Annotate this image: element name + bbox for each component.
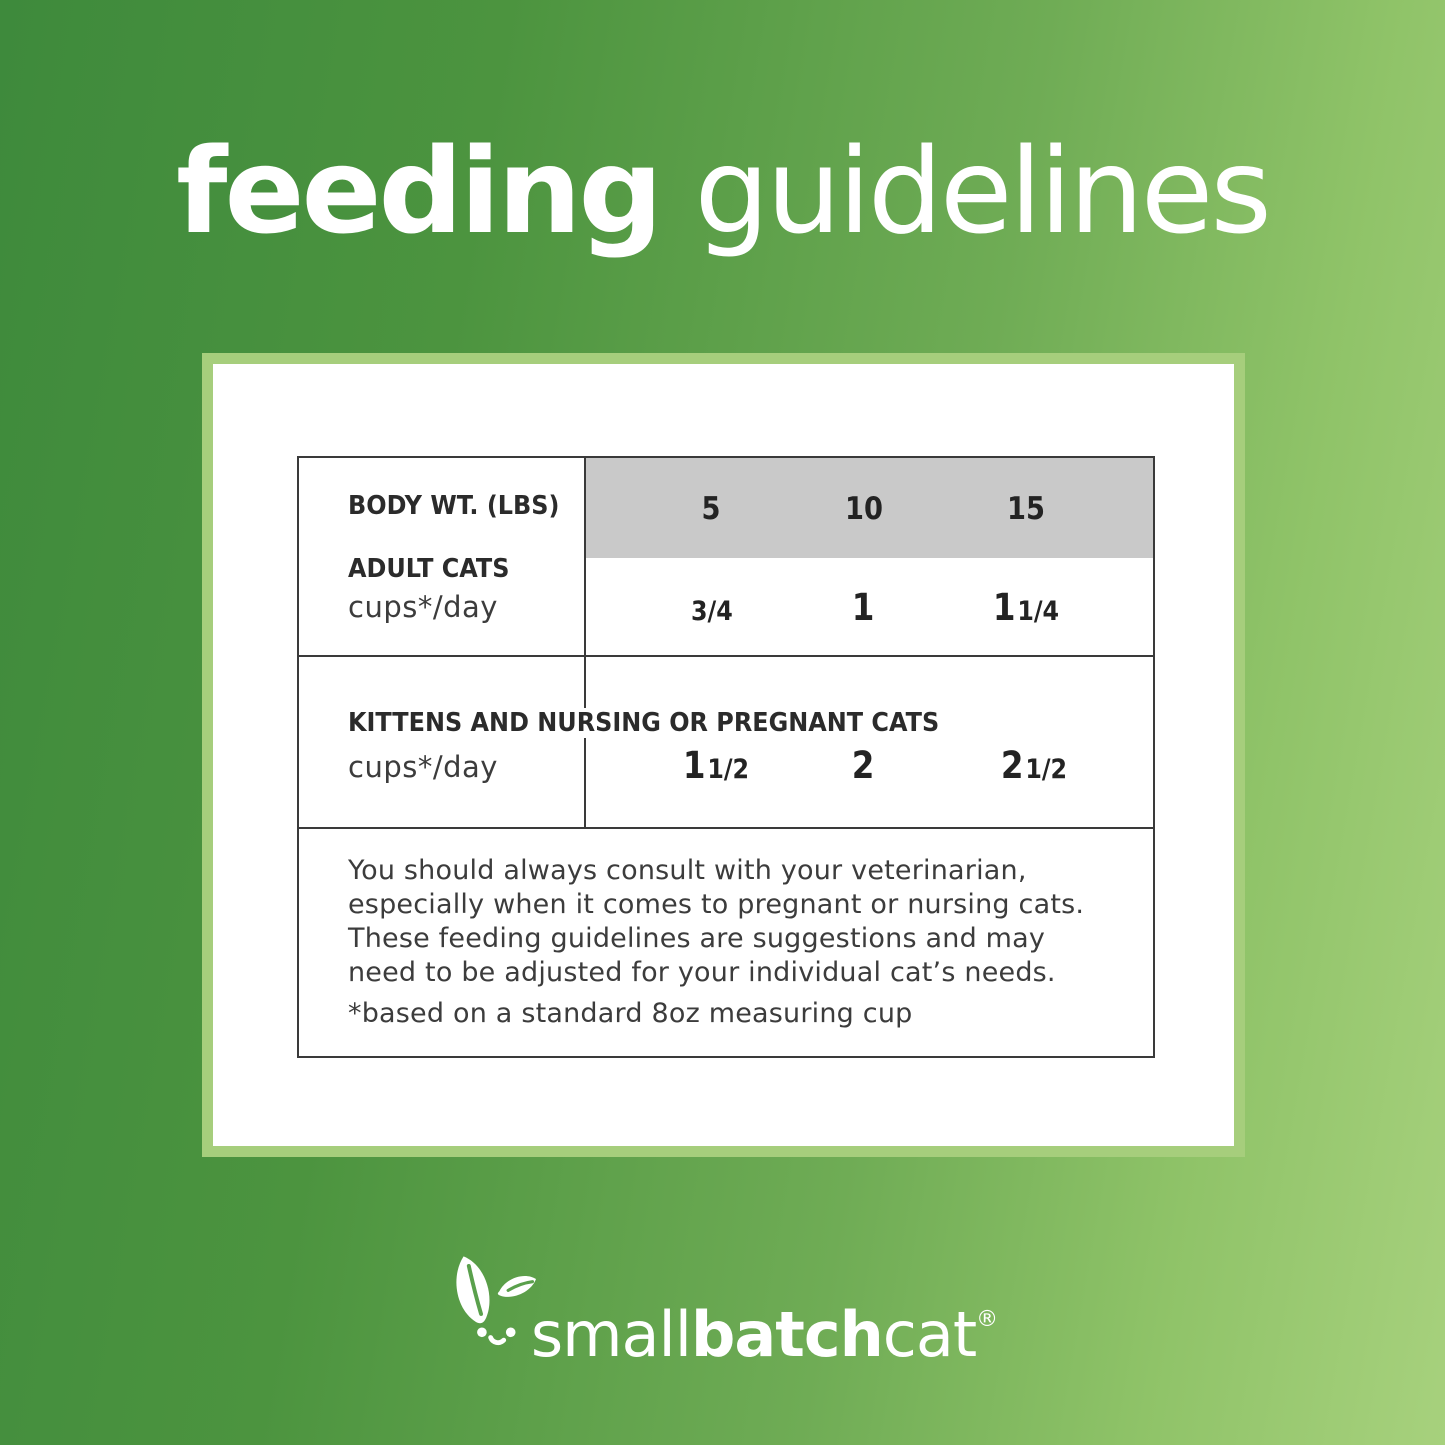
weight-value-5: 5: [701, 491, 721, 527]
kittens-value-15lb-whole: 2: [1000, 744, 1024, 787]
note-line-1: You should always consult with your vete…: [348, 855, 1027, 886]
weight-value-15: 15: [1007, 491, 1045, 527]
adult-value-10lb-fraction: [874, 596, 876, 627]
adult-cats-label: ADULT CATS: [348, 554, 510, 584]
veterinarian-note: You should always consult with your vete…: [348, 854, 1084, 990]
feeding-table: BODY WT. (LBS) 5 10 15 ADULT CATS cups*/…: [297, 456, 1155, 1058]
smallbatch-logo: smallbatchcat®: [0, 1252, 1445, 1366]
kittens-value-10lb-fraction: [874, 754, 876, 785]
column-divider-line: [584, 458, 586, 827]
section-divider-line-2: [299, 827, 1153, 829]
logo-part-small: small: [530, 1298, 692, 1371]
registered-trademark-symbol: ®: [976, 1307, 999, 1332]
page-title: feeding guidelines: [0, 132, 1445, 250]
adult-value-10lb-whole: 1: [851, 586, 875, 629]
adult-unit-label: cups*/day: [348, 590, 498, 624]
logo-part-batch: batch: [691, 1298, 884, 1371]
kittens-value-10lb-whole: 2: [851, 744, 875, 787]
kittens-value-10lb: 2: [852, 744, 876, 787]
kittens-value-15lb: 21/2: [1001, 744, 1067, 787]
measuring-cup-footnote: *based on a standard 8oz measuring cup: [348, 998, 913, 1029]
logo-wordmark: smallbatchcat®: [531, 1304, 998, 1366]
note-line-2: especially when it comes to pregnant or …: [348, 889, 1085, 920]
adult-value-5lb-fraction: 3/4: [691, 596, 733, 627]
kittens-value-15lb-fraction: 1/2: [1025, 754, 1068, 785]
adult-value-10lb: 1: [852, 586, 876, 629]
logo-part-cat: cat: [882, 1298, 977, 1371]
kittens-unit-label: cups*/day: [348, 750, 498, 784]
adult-value-15lb: 11/4: [993, 586, 1059, 629]
title-word-feeding: feeding: [176, 122, 663, 260]
weight-header-band: [584, 458, 1153, 558]
note-line-3: These feeding guidelines are suggestions…: [348, 923, 1046, 954]
body-weight-label: BODY WT. (LBS): [348, 491, 560, 521]
section-divider-line-1: [299, 655, 1153, 657]
adult-value-15lb-fraction: 1/4: [1017, 596, 1060, 627]
kittens-label: KITTENS AND NURSING OR PREGNANT CATS: [348, 708, 949, 738]
title-word-guidelines: guidelines: [694, 122, 1271, 260]
kittens-value-5lb-whole: 1: [682, 744, 706, 787]
adult-value-15lb-whole: 1: [992, 586, 1016, 629]
kittens-value-5lb-fraction: 1/2: [707, 754, 750, 785]
adult-value-5lb: 3/4: [689, 586, 733, 629]
kittens-value-5lb: 11/2: [683, 744, 749, 787]
note-line-4: need to be adjusted for your individual …: [348, 957, 1056, 988]
weight-value-10: 10: [845, 491, 883, 527]
leaf-paw-icon: [456, 1256, 536, 1346]
